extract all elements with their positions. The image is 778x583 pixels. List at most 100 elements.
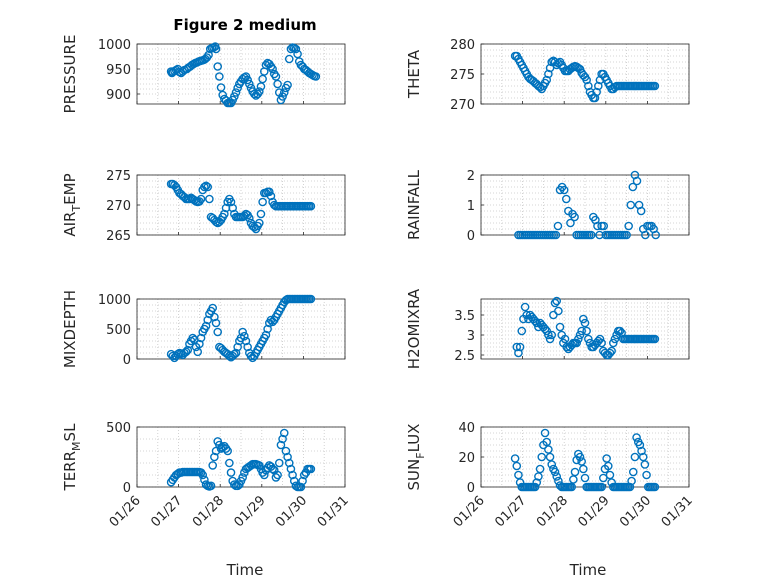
y-axis-label: THETA — [405, 49, 423, 99]
y-tick-label: 280 — [450, 38, 475, 53]
data-point — [230, 92, 239, 101]
data-point — [273, 470, 282, 480]
panel-rainfall: 0 1 2 RAINFALL — [405, 169, 690, 244]
y-tick-label: 1000 — [98, 38, 131, 53]
y-axis-label-main: THETA — [405, 49, 423, 99]
y-axis-label: H2OMIXRA — [405, 288, 423, 369]
data-point — [582, 326, 591, 336]
data-point — [580, 318, 590, 328]
data-point — [211, 44, 221, 54]
data-point — [213, 62, 223, 71]
panel-terr_msl: 0 500 01/26 01/27 01/28 01/29 01/30 01/31 TERRMS… — [61, 421, 352, 530]
data-point — [542, 75, 552, 85]
panel-h2omixra: 2.5 3 3.5 H2OMIXRA — [405, 288, 690, 369]
data-point — [181, 347, 191, 357]
y-axis-label-main: AIR — [61, 212, 79, 237]
data-point — [650, 81, 660, 91]
data-point — [603, 461, 613, 471]
data-point — [283, 80, 292, 90]
data-point — [552, 296, 562, 306]
data-point — [597, 482, 606, 492]
x-tick-label: 01/31 — [315, 493, 352, 530]
data-point — [230, 349, 239, 359]
data-point — [553, 221, 563, 231]
data-point — [245, 213, 254, 223]
axes-box — [136, 43, 346, 105]
data-point — [545, 334, 555, 344]
data-point — [263, 324, 272, 334]
x-tick-label: 01/27 — [148, 493, 185, 530]
series-markers — [166, 428, 316, 492]
y-axis-label: SUNFLUX — [405, 424, 427, 491]
data-point — [238, 327, 247, 337]
x-tick-label: 01/26 — [107, 493, 144, 530]
data-point — [637, 446, 646, 456]
data-point — [520, 302, 530, 312]
data-point — [594, 81, 603, 91]
data-point — [650, 334, 660, 344]
data-point — [632, 176, 642, 186]
data-point — [622, 230, 631, 240]
data-point — [635, 440, 645, 450]
y-axis-label-suffix: LUX — [405, 424, 423, 453]
axes-box — [480, 298, 690, 360]
data-point — [595, 230, 604, 240]
data-point — [555, 322, 565, 332]
data-point — [178, 67, 188, 76]
series-markers — [510, 428, 660, 492]
y-axis-label-sub: F — [414, 452, 427, 458]
y-axis-label-suffix: EMP — [61, 173, 79, 204]
y-axis-label: TERRMSL — [61, 423, 83, 492]
data-point — [296, 482, 306, 492]
data-point — [220, 209, 229, 219]
data-point — [223, 446, 232, 456]
y-axis-label-main: RAINFALL — [405, 169, 423, 240]
data-point — [628, 467, 638, 477]
data-point — [562, 342, 571, 352]
data-point — [243, 342, 252, 352]
data-point — [605, 348, 615, 358]
data-point — [574, 334, 583, 344]
data-point — [284, 458, 294, 468]
data-point — [512, 342, 522, 352]
data-point — [602, 454, 611, 463]
data-point — [298, 476, 307, 486]
y-axis-label-main: SUN — [405, 459, 423, 491]
y-tick-label: 1000 — [98, 293, 131, 308]
y-axis-label: PRESSURE — [61, 35, 79, 114]
data-point — [306, 464, 316, 474]
data-point — [610, 334, 620, 344]
y-tick-label: 265 — [106, 229, 131, 244]
y-axis-label-main: MIXDEPTH — [61, 290, 79, 368]
y-tick-label: 275 — [106, 169, 131, 184]
data-point — [238, 473, 247, 482]
data-point — [577, 457, 586, 466]
y-tick-label: 2.5 — [454, 349, 475, 364]
data-point — [243, 75, 252, 85]
data-point — [210, 452, 219, 462]
data-point — [273, 79, 282, 89]
data-point — [597, 338, 606, 348]
data-point — [208, 461, 218, 470]
data-point — [258, 197, 267, 207]
data-point — [200, 182, 209, 192]
series-markers — [512, 296, 660, 360]
y-tick-label: 0 — [123, 481, 131, 496]
data-point — [544, 445, 553, 454]
data-point — [216, 83, 226, 92]
data-point — [201, 181, 211, 191]
data-point — [208, 303, 218, 313]
data-point — [261, 330, 271, 340]
data-point — [522, 310, 532, 320]
data-point — [210, 312, 219, 322]
panel-sun_flux: 0 20 40 01/26 01/27 01/28 01/29 01/30 01/31 SUNFL… — [405, 421, 696, 530]
data-point — [279, 88, 289, 97]
data-point — [211, 217, 221, 227]
data-point — [544, 330, 553, 340]
panel-theta: 270 275 280 THETA — [405, 38, 690, 113]
data-point — [283, 452, 292, 462]
data-point — [226, 468, 236, 477]
panel-mixdepth: 0 500 1000 MIXDEPTH — [61, 290, 346, 368]
data-point — [575, 330, 585, 340]
